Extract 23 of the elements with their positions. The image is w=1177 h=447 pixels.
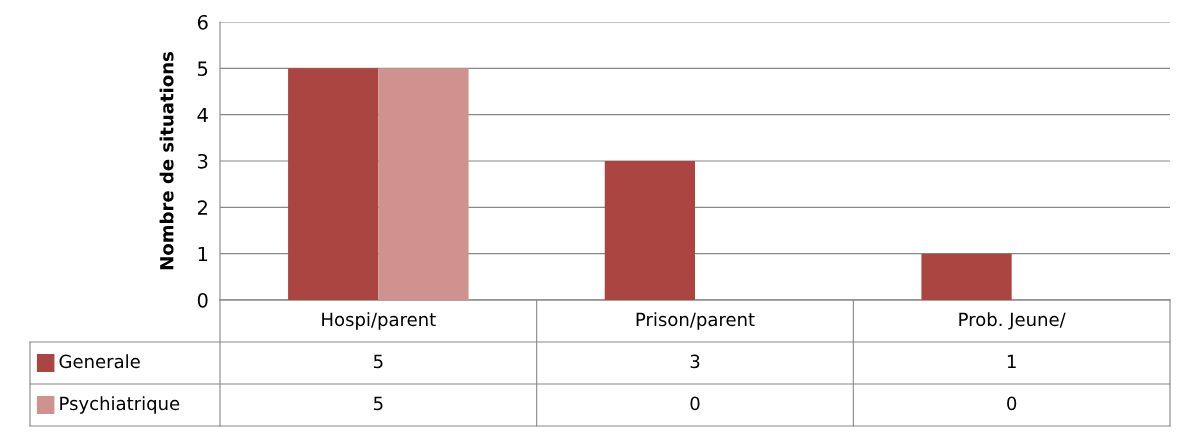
y-tick-label: 3 [198,153,208,169]
x-tick-label: Hospi/parent [322,312,436,330]
data-label: 0 [1007,396,1017,411]
data-label: 1 [1007,354,1016,368]
y-tick-label: 1 [198,246,208,262]
y-tick-label: 5 [198,61,208,76]
data-label: 3 [690,354,700,369]
legend-label: Generale [59,354,140,369]
x-tick-label: Prob. Jeune/ [959,312,1066,330]
bar [378,68,469,300]
legend-label: Psychiatrique [60,396,180,414]
y-tick-label: 6 [197,14,208,30]
y-axis-title: Nombre de situations [159,52,174,270]
x-tick-label: Prison/parent [636,312,755,330]
y-tick-label: 2 [197,200,207,215]
bar [604,161,695,300]
y-tick-label: 0 [197,292,208,308]
data-label: 5 [373,354,383,369]
y-tick-label: 4 [197,107,208,123]
bar [921,253,1012,300]
data-label: 0 [690,396,700,411]
bar [288,68,379,300]
data-label: 5 [373,396,383,411]
